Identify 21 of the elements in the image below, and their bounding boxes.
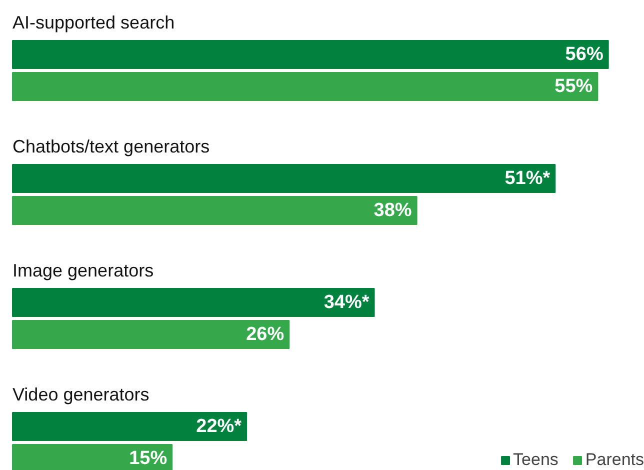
data-label: 51%* bbox=[504, 168, 551, 189]
legend-label: Teens bbox=[513, 450, 558, 470]
bar bbox=[12, 412, 248, 441]
bar bbox=[12, 288, 375, 317]
data-label: 15% bbox=[129, 448, 168, 469]
bar bbox=[12, 196, 418, 225]
y-tick-label: Video generators bbox=[12, 384, 150, 404]
data-label: 38% bbox=[374, 200, 412, 221]
bar bbox=[12, 40, 609, 69]
y-tick-label: AI-supported search bbox=[12, 12, 175, 32]
data-label: 26% bbox=[246, 324, 284, 345]
data-label: 34%* bbox=[324, 292, 370, 313]
bar bbox=[12, 72, 598, 101]
bar bbox=[12, 164, 556, 193]
data-label: 55% bbox=[554, 76, 593, 97]
bar bbox=[12, 320, 290, 349]
y-tick-label: Chatbots/text generators bbox=[12, 136, 210, 156]
legend-label: Parents bbox=[585, 450, 644, 470]
data-label: 56% bbox=[565, 44, 604, 65]
data-label: 22%* bbox=[196, 416, 242, 437]
y-tick-label: Image generators bbox=[12, 260, 154, 280]
